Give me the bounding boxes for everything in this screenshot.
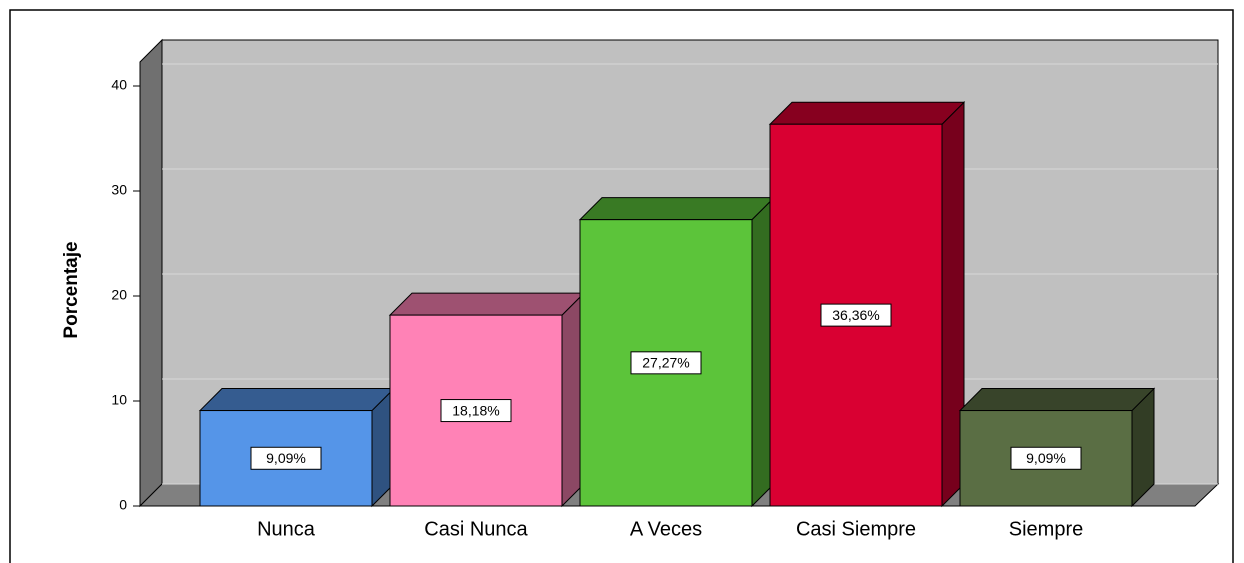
y-tick-label: 0 [119, 497, 127, 513]
x-tick-label: Casi Nunca [424, 518, 528, 540]
y-tick-label: 20 [111, 287, 127, 303]
x-tick-label: A Veces [630, 518, 702, 540]
data-label-box [440, 399, 512, 423]
data-label: 27,27% [642, 355, 689, 371]
data-label: 9,09% [1026, 450, 1066, 466]
data-label-box [250, 446, 322, 470]
frame [9, 9, 1234, 563]
bar-top [958, 388, 1156, 412]
data-label-box [630, 351, 702, 375]
x-tick-label: Siempre [1009, 518, 1083, 540]
data-label: 9,09% [266, 450, 306, 466]
bar-top [768, 101, 966, 125]
bar-top [578, 197, 776, 221]
side-wall [139, 38, 163, 508]
y-tick-label: 40 [111, 77, 127, 93]
y-axis-label: Porcentaje [61, 241, 82, 338]
x-tick-label: Nunca [257, 518, 316, 540]
data-label: 36,36% [832, 307, 879, 323]
data-label: 18,18% [452, 402, 499, 418]
x-tick-label: Casi Siempre [796, 518, 916, 540]
y-tick-label: 30 [111, 182, 127, 198]
y-tick-label: 10 [111, 392, 127, 408]
bar-top [198, 388, 396, 412]
bar-top [388, 292, 586, 316]
data-label-box [1010, 446, 1082, 470]
data-label-box [820, 303, 892, 327]
